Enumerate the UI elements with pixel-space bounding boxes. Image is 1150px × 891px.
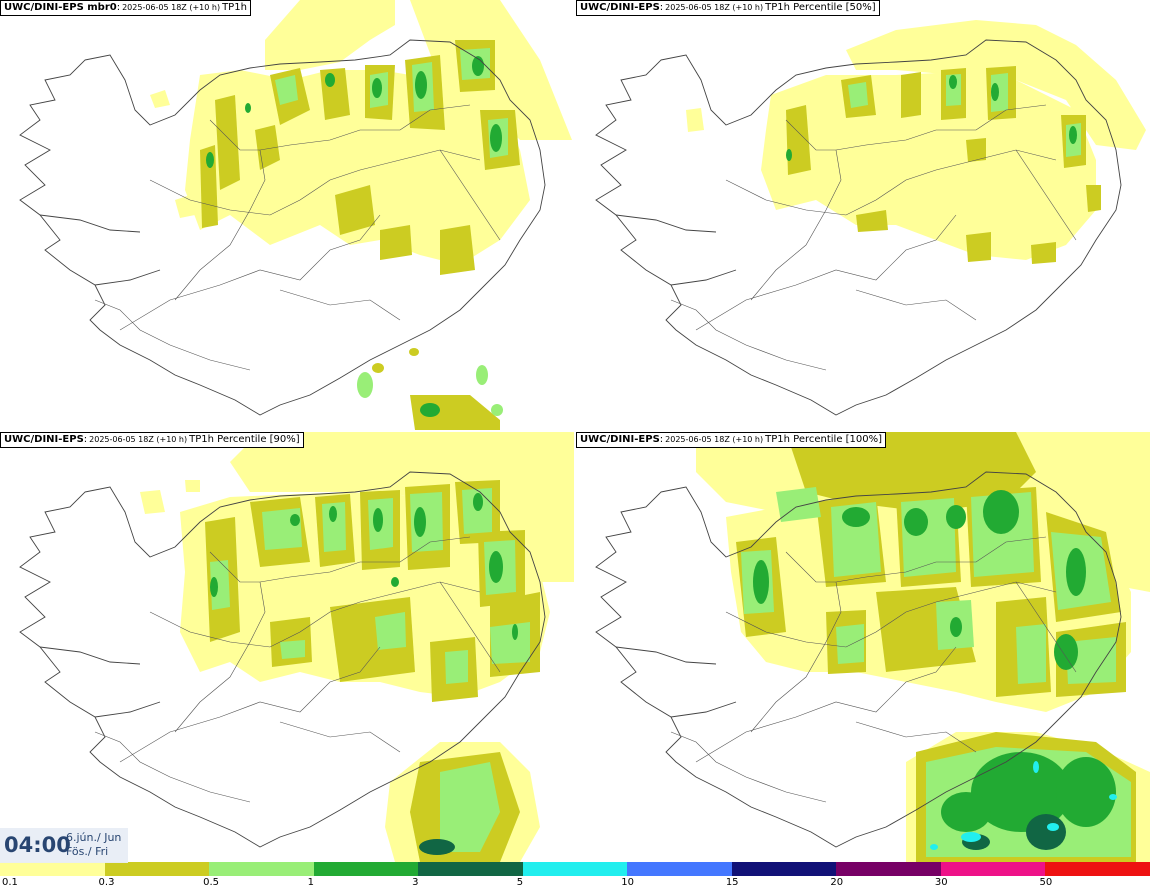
colorbar-segment — [209, 862, 314, 876]
precip-extreme-cells — [930, 761, 1117, 850]
colorbar-segment — [104, 862, 210, 876]
colorbar-tick-labels: 0.1 0.3 0.5 1 3 5 10 15 20 30 50 — [0, 876, 1150, 891]
iceland-coastline — [595, 471, 1122, 848]
colorbar-tick-label: 30 — [934, 877, 948, 888]
colorbar-segment — [1045, 862, 1150, 876]
model-name: UWC/DINI-EPS — [4, 434, 84, 445]
colorbar-tick-label: 1 — [307, 877, 314, 888]
map-panel-p100: UWC/DINI-EPS: 2025-06-05 18Z (+10 h) TP1h … — [576, 432, 1150, 862]
field-name: TP1h — [222, 2, 247, 13]
model-name: UWC/DINI-EPS — [580, 434, 660, 445]
colorbar-tick-label: 10 — [621, 877, 634, 888]
colorbar-tick-label: 0.5 — [203, 877, 219, 888]
roads-and-rivers — [670, 104, 1077, 371]
colorbar-tick-label: 15 — [725, 877, 739, 888]
colorbar-segment — [731, 862, 837, 876]
panel-title: UWC/DINI-EPS mbr0: 2025-06-05 18Z (+10 h)… — [0, 0, 251, 16]
run-time: 2025-06-05 18Z (+10 h) — [665, 3, 764, 12]
colorbar-tick-label: 3 — [412, 877, 419, 888]
precip-map-p90 — [19, 432, 574, 862]
valid-time: 04:00 — [4, 833, 71, 857]
colorbar-tick-label: 5 — [516, 877, 524, 888]
precip-very-heavy-areas — [786, 75, 1077, 161]
model-name: UWC/DINI-EPS — [580, 2, 660, 13]
precip-offshore-cells — [357, 348, 503, 430]
panel-title: UWC/DINI-EPS: 2025-06-05 18Z (+10 h) TP1h … — [576, 0, 880, 16]
precip-map-member0 — [19, 0, 572, 430]
colorbar-segment — [940, 862, 1046, 876]
colorbar-tick-label: 20 — [830, 877, 844, 888]
colorbar-segment — [522, 862, 628, 876]
field-name: TP1h Percentile [50%] — [765, 2, 876, 13]
colorbar-segment — [418, 862, 523, 876]
colorbar-tick-label: 0.1 — [2, 877, 18, 888]
run-time: 2025-06-05 18Z (+10 h) — [122, 3, 221, 12]
colorbar-tick-label: 50 — [1039, 877, 1053, 888]
colorbar-segment — [627, 862, 732, 876]
precip-map-p100 — [595, 432, 1150, 862]
iceland-coastline — [19, 39, 546, 416]
iceland-coastline — [19, 471, 546, 848]
run-time: 2025-06-05 18Z (+10 h) — [665, 435, 764, 444]
colorbar-segment — [0, 862, 105, 876]
map-panel-p50: UWC/DINI-EPS: 2025-06-05 18Z (+10 h) TP1h … — [576, 0, 1150, 430]
precip-colorbar — [0, 862, 1150, 876]
panel-title: UWC/DINI-EPS: 2025-06-05 18Z (+10 h) TP1h … — [0, 432, 304, 448]
run-time: 2025-06-05 18Z (+10 h) — [89, 435, 188, 444]
roads-and-rivers — [94, 104, 501, 371]
roads-and-rivers — [94, 536, 501, 803]
colorbar-segment — [836, 862, 941, 876]
iceland-coastline — [595, 39, 1122, 416]
valid-date-line1: 6.jún./ Jun — [66, 831, 122, 844]
colorbar-segment — [313, 862, 419, 876]
map-panel-p90: UWC/DINI-EPS: 2025-06-05 18Z (+10 h) TP1h … — [0, 432, 574, 862]
field-name: TP1h Percentile [100%] — [765, 434, 883, 445]
colorbar-tick-label: 0.3 — [98, 877, 115, 888]
map-panel-member0: UWC/DINI-EPS mbr0: 2025-06-05 18Z (+10 h)… — [0, 0, 574, 430]
valid-date-line2: Fös./ Fri — [66, 845, 109, 858]
valid-time-box: 04:00 6.jún./ Jun Fös./ Fri — [0, 828, 128, 863]
panel-title: UWC/DINI-EPS: 2025-06-05 18Z (+10 h) TP1h … — [576, 432, 887, 448]
precip-light-areas — [686, 20, 1146, 260]
valid-date: 6.jún./ Jun Fös./ Fri — [66, 831, 121, 859]
precip-very-heavy-areas — [753, 490, 1116, 850]
precip-map-p50 — [595, 20, 1146, 416]
model-name: UWC/DINI-EPS mbr0 — [4, 2, 117, 13]
precip-heavy-areas — [210, 488, 530, 852]
precip-very-heavy-areas — [210, 493, 518, 855]
roads-and-rivers — [670, 536, 1077, 803]
field-name: TP1h Percentile [90%] — [189, 434, 300, 445]
